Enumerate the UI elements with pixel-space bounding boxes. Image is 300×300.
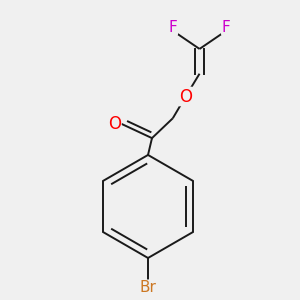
Text: F: F xyxy=(222,20,231,34)
Text: O: O xyxy=(108,115,121,133)
Text: Br: Br xyxy=(140,280,157,295)
Text: F: F xyxy=(168,20,177,34)
Text: O: O xyxy=(179,88,192,106)
